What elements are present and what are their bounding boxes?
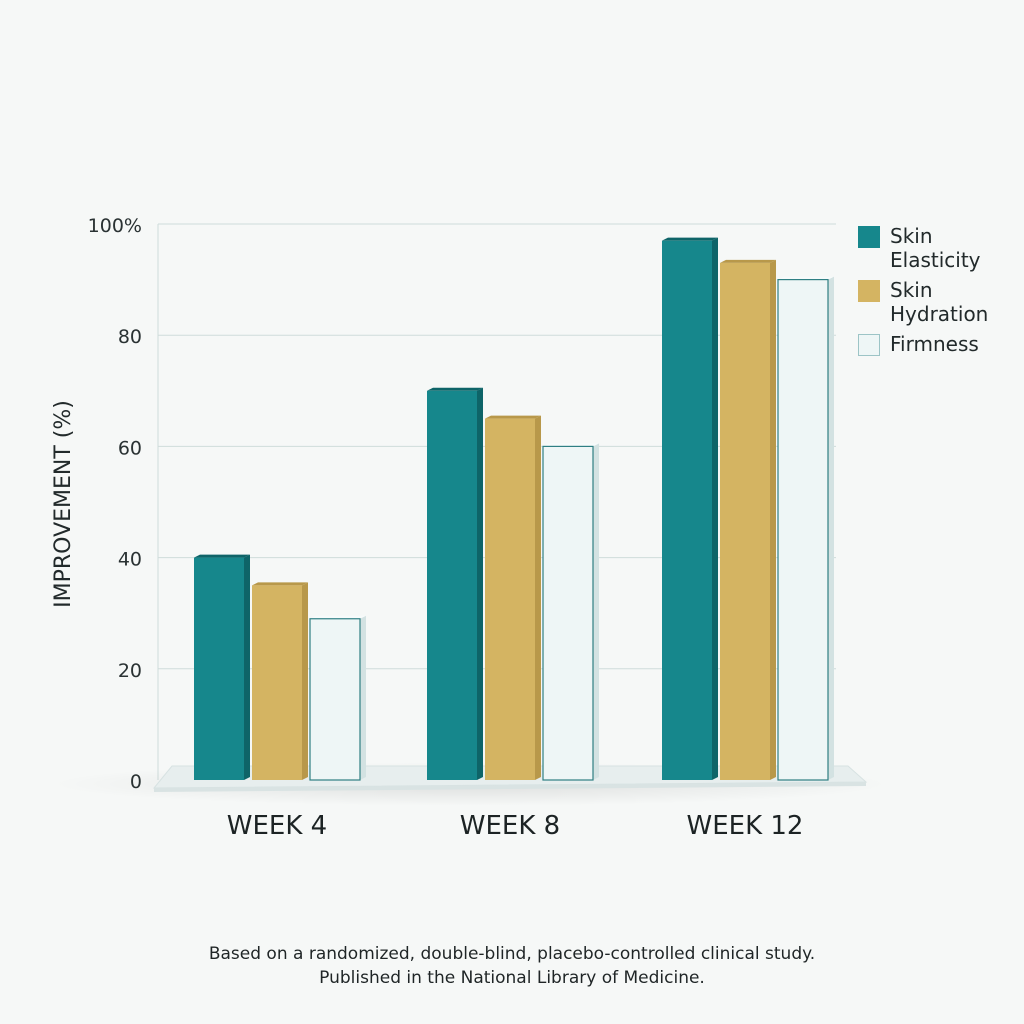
bar-top-skin-elasticity-week-4 (194, 554, 250, 558)
legend-label-line: Skin (890, 278, 933, 302)
y-tick-label-40: 40 (118, 549, 142, 571)
bar-skin-hydration-week-4 (252, 585, 302, 780)
bar-skin-elasticity-week-4 (194, 557, 244, 780)
bar-firmness-week-8 (542, 445, 594, 781)
bar-side-firmness-week-4 (360, 615, 366, 780)
x-tick-label-week-8: WEEK 8 (460, 811, 560, 841)
bar-side-skin-hydration-week-4 (302, 582, 308, 780)
legend-item-firmness: Firmness (858, 332, 1018, 372)
legend-swatch-firmness (858, 334, 880, 356)
bar-skin-elasticity-week-8 (427, 390, 477, 780)
bar-top-skin-hydration-week-4 (252, 582, 308, 586)
bar-top-firmness-week-8 (543, 443, 599, 447)
legend-label-firmness: Firmness (890, 332, 1018, 356)
y-axis-title: IMPROVEMENT (%) (51, 400, 76, 608)
y-tick-label-100: 100% (88, 215, 142, 237)
y-tick-label-20: 20 (118, 660, 142, 682)
bar-firmness-week-12 (777, 279, 829, 781)
bar-top-skin-elasticity-week-12 (662, 237, 718, 241)
bar-top-skin-hydration-week-8 (485, 415, 541, 419)
bar-side-skin-hydration-week-12 (770, 259, 776, 780)
bar-side-skin-elasticity-week-8 (477, 387, 483, 780)
legend-label-line: Hydration (890, 302, 989, 326)
legend-label-line: Firmness (890, 332, 979, 356)
legend-label-line: Skin (890, 224, 933, 248)
bar-skin-hydration-week-8 (485, 418, 535, 780)
legend-label-skin-hydration: Skin Hydration (890, 278, 1018, 326)
legend-item-skin-elasticity: Skin Elasticity (858, 224, 1018, 278)
legend-label-line: Elasticity (890, 248, 981, 272)
bar-skin-hydration-week-12 (720, 262, 770, 780)
bar-side-skin-hydration-week-8 (535, 415, 541, 780)
x-tick-label-week-4: WEEK 4 (227, 811, 327, 841)
bar-top-skin-elasticity-week-8 (427, 387, 483, 391)
x-tick-label-week-12: WEEK 12 (687, 811, 804, 841)
footnote-line-1: Based on a randomized, double-blind, pla… (208, 944, 816, 964)
footnote: Based on a randomized, double-blind, pla… (112, 942, 912, 990)
bar-top-firmness-week-4 (310, 615, 366, 619)
y-tick-label-60: 60 (118, 437, 142, 459)
legend-label-skin-elasticity: Skin Elasticity (890, 224, 1018, 272)
legend-swatch-skin-elasticity (858, 226, 880, 248)
bar-side-skin-elasticity-week-4 (244, 554, 250, 780)
bar-skin-elasticity-week-12 (662, 240, 712, 780)
legend-item-skin-hydration: Skin Hydration (858, 278, 1018, 332)
bar-side-skin-elasticity-week-12 (712, 237, 718, 780)
footnote-line-2: Published in the National Library of Med… (319, 968, 705, 988)
bar-side-firmness-week-12 (828, 276, 834, 780)
legend: Skin Elasticity Skin Hydration Firmness (858, 224, 1018, 372)
bar-firmness-week-4 (309, 618, 361, 781)
legend-swatch-skin-hydration (858, 280, 880, 302)
bar-top-firmness-week-12 (778, 276, 834, 280)
bar-top-skin-hydration-week-12 (720, 259, 776, 263)
y-tick-label-80: 80 (118, 326, 142, 348)
bar-side-firmness-week-8 (593, 443, 599, 780)
floor-platform-edge (154, 782, 866, 792)
